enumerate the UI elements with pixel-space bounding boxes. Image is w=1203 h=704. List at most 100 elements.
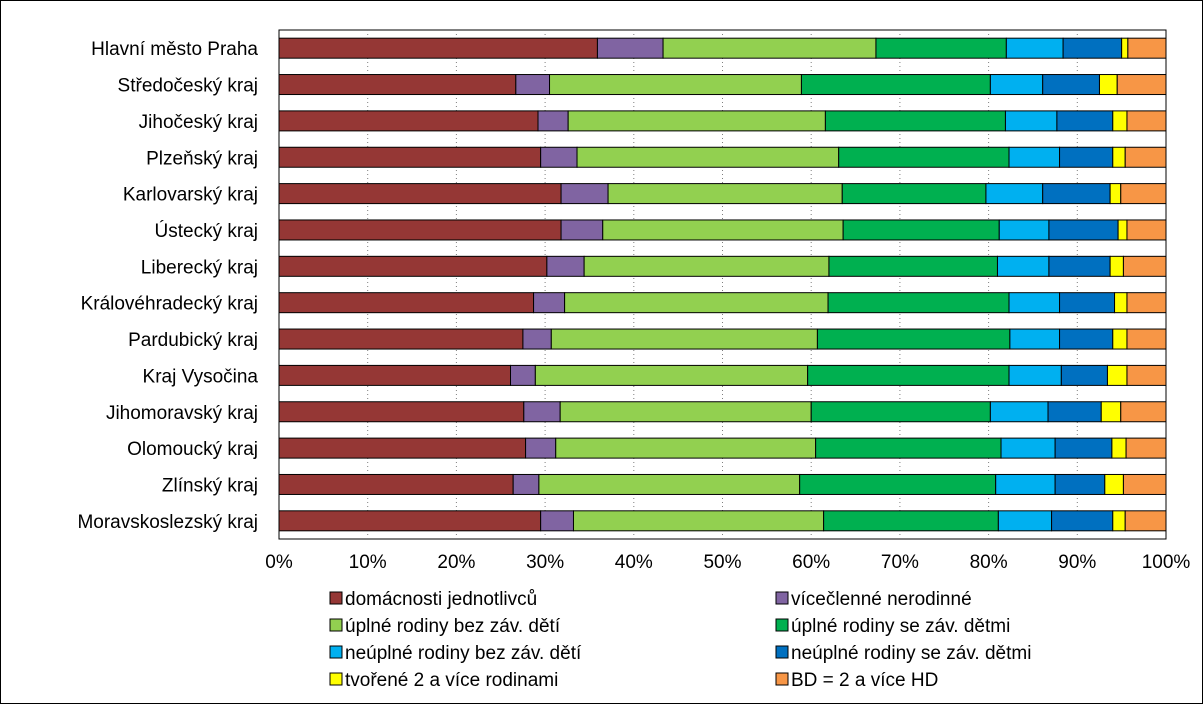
bar-segment	[534, 364, 809, 386]
bar-segment	[576, 146, 840, 168]
bar-segment	[523, 401, 561, 423]
category-label: Olomoucký kraj	[127, 439, 258, 460]
bar-segment	[515, 74, 551, 96]
bar-segment	[1048, 255, 1111, 277]
category-label: Královéhradecký kraj	[81, 294, 258, 315]
bar-segment	[546, 255, 585, 277]
bar-segment	[278, 255, 548, 277]
x-tick-label: 20%	[437, 552, 475, 573]
x-tick-label: 80%	[970, 552, 1008, 573]
bar-segment	[1124, 510, 1167, 532]
bar-segment	[583, 255, 830, 277]
legend-label: vícečlenné nerodinné	[791, 589, 972, 610]
bar-segment	[1104, 473, 1124, 495]
bar-segment	[1126, 219, 1167, 241]
category-label: Jihomoravský kraj	[106, 403, 258, 424]
bar-segment	[555, 437, 817, 459]
x-tick-label: 30%	[526, 552, 564, 573]
bar-segment	[1056, 110, 1114, 132]
bar-segment	[995, 473, 1056, 495]
bar-segment	[602, 219, 844, 241]
bar-segment	[1111, 437, 1127, 459]
legend-swatch	[329, 618, 343, 632]
bar-segment	[1124, 146, 1167, 168]
bar-segment	[533, 292, 566, 314]
bar-segment	[1042, 74, 1100, 96]
bar-segment	[596, 37, 664, 59]
legend-swatch	[775, 618, 789, 632]
x-tick-label: 50%	[703, 552, 741, 573]
bar-segment	[1109, 255, 1124, 277]
category-label: Ústecký kraj	[155, 220, 258, 242]
bar-segment	[1121, 37, 1129, 59]
bar-segment	[824, 110, 1006, 132]
bar-segment	[278, 364, 512, 386]
bar-segment	[1059, 146, 1114, 168]
x-tick-label: 70%	[881, 552, 919, 573]
bar-segment	[662, 37, 877, 59]
bar-segment	[1120, 401, 1167, 423]
category-label: Jihočeský kraj	[139, 112, 258, 133]
bar-segment	[278, 437, 527, 459]
bar-segment	[567, 110, 826, 132]
category-label: Kraj Vysočina	[143, 366, 259, 387]
bar-segment	[278, 146, 542, 168]
bar-segment	[998, 219, 1050, 241]
bar-segment	[278, 510, 542, 532]
bar-segment	[1100, 401, 1122, 423]
bar-segment	[815, 437, 1002, 459]
bar-segment	[512, 473, 540, 495]
x-tick-label: 10%	[349, 552, 387, 573]
bar-segment	[841, 183, 987, 205]
bar-segment	[816, 328, 1011, 350]
bar-segment	[1126, 328, 1167, 350]
bar-segment	[278, 219, 562, 241]
category-label: Hlavní město Praha	[91, 39, 258, 60]
legend-label: tvořené 2 a více rodinami	[345, 670, 558, 691]
bar-segment	[1059, 292, 1116, 314]
category-label: Zlínský kraj	[162, 475, 258, 496]
bar-segment	[522, 328, 552, 350]
bar-segment	[827, 292, 1010, 314]
bar-segment	[278, 183, 562, 205]
bar-segment	[989, 74, 1044, 96]
category-label: Liberecký kraj	[141, 257, 258, 278]
bar-segment	[1112, 110, 1128, 132]
bar-segment	[549, 74, 802, 96]
bars	[278, 37, 1167, 532]
bar-segment	[875, 37, 1007, 59]
bar-segment	[799, 473, 997, 495]
bar-segment	[1122, 473, 1167, 495]
category-labels: Hlavní město Praha Středočeský kraj Jihoče…	[77, 39, 258, 533]
bar-segment	[985, 183, 1044, 205]
bar-segment	[1098, 74, 1118, 96]
gridlines	[278, 29, 1167, 540]
bar-segment	[838, 146, 1010, 168]
bar-segment	[1054, 473, 1106, 495]
bar-segment	[278, 473, 514, 495]
bar-segment	[560, 219, 604, 241]
category-label: Moravskoslezský kraj	[77, 512, 258, 533]
bar-segment	[607, 183, 843, 205]
bar-segment	[1126, 110, 1167, 132]
bar-segment	[1060, 364, 1108, 386]
bar-segment	[1126, 292, 1167, 314]
bar-segment	[828, 255, 998, 277]
bar-segment	[1005, 37, 1064, 59]
bar-segment	[1054, 437, 1113, 459]
x-tick-label: 90%	[1058, 552, 1096, 573]
legend-label: BD = 2 a více HD	[791, 670, 938, 691]
bar-segment	[572, 510, 825, 532]
bar-segment	[525, 437, 557, 459]
bar-segment	[989, 401, 1049, 423]
bar-segment	[1009, 328, 1061, 350]
bar-segment	[996, 255, 1050, 277]
bar-segment	[1048, 219, 1119, 241]
bar-segment	[810, 401, 991, 423]
x-tick-label: 40%	[615, 552, 653, 573]
bar-segment	[550, 328, 818, 350]
category-label: Karlovarský kraj	[123, 185, 258, 206]
bar-segment	[278, 292, 535, 314]
legend-swatch	[775, 591, 789, 605]
category-label: Středočeský kraj	[118, 76, 258, 97]
